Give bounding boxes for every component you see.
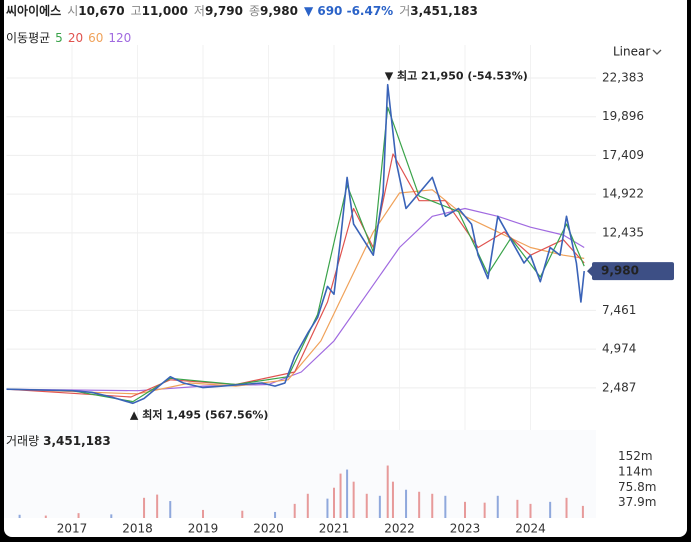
volume-bar <box>18 514 21 518</box>
text-part: 9,980 <box>260 4 298 18</box>
x-tick-label: 2019 <box>188 522 219 536</box>
volume-bar <box>306 493 309 518</box>
y-tick-label: 2,487 <box>602 380 636 394</box>
volume-bar <box>169 501 172 518</box>
x-tick-label: 2017 <box>57 522 88 536</box>
y-tick-label: 12,435 <box>602 225 644 239</box>
volume-bar <box>405 489 408 518</box>
ma-line <box>6 207 585 392</box>
volume-bar <box>274 511 277 518</box>
x-tick-label: 2018 <box>122 522 153 536</box>
volume-bar <box>418 491 421 518</box>
text-part: 씨아이에스 <box>6 3 61 18</box>
volume-bar <box>44 515 47 518</box>
header: 씨아이에스 시10,670 고11,000 저9,790 종9,980 ▼ 690 -6.… <box>6 3 478 18</box>
y-tick-label: 7,461 <box>602 303 636 317</box>
chart: 씨아이에스 시10,670 고11,000 저9,790 종9,980 ▼ 690 -6.… <box>4 3 674 536</box>
volume-bar <box>378 495 381 518</box>
volume-bar <box>326 498 329 518</box>
x-tick-label: 2020 <box>253 522 284 536</box>
last-price-box <box>592 262 674 281</box>
x-tick-label: 2022 <box>384 522 415 536</box>
y-tick-label: 19,896 <box>602 109 644 123</box>
text-part: 11,000 <box>142 4 188 18</box>
ma-line <box>6 106 585 403</box>
volume-bar <box>241 510 244 518</box>
volume-bar <box>346 469 349 518</box>
text-part: 이동평균 <box>6 31 50 45</box>
volume-bar <box>444 495 447 518</box>
volume-bar <box>333 487 335 518</box>
volume-bar <box>110 514 113 518</box>
volume-bar <box>496 495 499 518</box>
volume-bar <box>529 503 532 518</box>
volume-bar <box>565 497 568 518</box>
volume-tick-label: 75.8m <box>618 480 656 494</box>
scale-toggle[interactable]: Linear <box>613 45 650 59</box>
low-annotation: ▲ 최저 1,495 (567.56%) <box>130 407 269 421</box>
volume-bar <box>581 505 584 518</box>
text-part: 120 <box>108 31 131 45</box>
last-price-label: 9,980 <box>601 264 639 278</box>
ma-line <box>6 153 585 398</box>
volume-bar <box>352 481 355 518</box>
x-tick-label: 2024 <box>515 522 546 536</box>
y-tick-label: 17,409 <box>602 148 644 162</box>
y-tick-label: 14,922 <box>602 187 644 201</box>
y-tick-label: 22,383 <box>602 70 644 84</box>
volume-bar <box>516 499 519 518</box>
x-tick-label: 2021 <box>319 522 350 536</box>
ma-legend: 이동평균 5 20 60 120 <box>6 31 131 45</box>
text-part: 3,451,183 <box>410 4 478 18</box>
volume-bar <box>431 493 434 518</box>
volume-bar <box>549 501 552 518</box>
text-part: 고 <box>131 4 142 18</box>
volume-tick-label: 152m <box>618 449 653 463</box>
text-part: 9,790 <box>205 4 243 18</box>
volume-bar <box>386 465 389 518</box>
volume-bar <box>339 473 342 518</box>
text-part: ▼ 690 -6.47% <box>304 4 393 18</box>
volume-bar <box>143 497 146 518</box>
x-tick-label: 2023 <box>450 522 481 536</box>
last-price-pointer <box>587 266 592 277</box>
volume-bar <box>464 501 466 518</box>
text-part: 5 <box>55 31 63 45</box>
text-part: 시 <box>67 4 78 18</box>
volume-tick-label: 37.9m <box>618 495 656 509</box>
volume-tick-label: 114m <box>618 464 653 478</box>
volume-bar <box>293 503 296 518</box>
volume-bar <box>156 494 159 518</box>
scale-chevron <box>652 49 662 55</box>
text-part: 3,451,183 <box>43 434 111 448</box>
chart-frame: 씨아이에스 시10,670 고11,000 저9,790 종9,980 ▼ 690 -6.… <box>4 0 687 537</box>
text-part: 거래량 <box>6 434 39 448</box>
volume-bar <box>77 513 80 518</box>
volume-bar <box>365 493 368 518</box>
text-part: 60 <box>88 31 103 45</box>
volume-bar <box>391 481 394 518</box>
text-part: 20 <box>68 31 83 45</box>
text-part: 종 <box>249 4 260 18</box>
text-part: 10,670 <box>78 4 124 18</box>
volume-title: 거래량 3,451,183 <box>6 434 111 448</box>
text-part: 거 <box>399 4 410 18</box>
volume-bar <box>202 509 204 518</box>
high-annotation: ▼ 최고 21,950 (-54.53%) <box>385 69 528 83</box>
price-line <box>6 83 585 405</box>
y-tick-label: 4,974 <box>602 342 636 356</box>
ma-line <box>6 189 585 395</box>
volume-bar <box>483 502 486 518</box>
text-part: 저 <box>194 4 205 18</box>
